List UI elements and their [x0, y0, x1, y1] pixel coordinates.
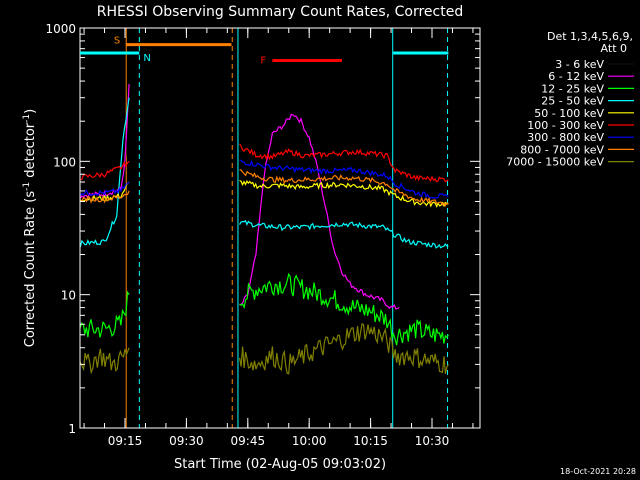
legend-label-9: 7000 - 15000 keV	[506, 156, 604, 169]
series-line-2-seg-1	[80, 83, 130, 199]
x-tick-label: 10:15	[353, 434, 388, 448]
series-line-5-seg-2	[239, 179, 449, 208]
state-bar-label-s: S	[114, 36, 120, 47]
y-tick-label: 1	[68, 422, 76, 436]
y-axis: 1 10 100 1000	[45, 22, 480, 436]
x-axis-label: Start Time (02-Aug-05 09:03:02)	[174, 457, 386, 472]
chart-title: RHESSI Observing Summary Count Rates, Co…	[97, 4, 463, 20]
plot-area	[80, 28, 449, 428]
y-tick-label: 100	[53, 155, 76, 169]
legend-header-line2: Att 0	[601, 42, 627, 55]
legend-label-7: 300 - 800 keV	[527, 131, 604, 144]
series-line-1-seg-1	[80, 97, 130, 200]
x-tick-label: 09:30	[169, 434, 204, 448]
series-line-3-seg-1	[80, 290, 130, 338]
state-bar-label-f: F	[260, 56, 266, 67]
legend-label-5: 50 - 100 keV	[534, 107, 604, 120]
series-line-9-seg-2	[239, 323, 449, 375]
series-line-9-seg-1	[80, 347, 130, 375]
x-tick-label: 09:45	[231, 434, 266, 448]
series-line-1-seg-2	[239, 133, 392, 357]
series-line-3-seg-2	[239, 272, 449, 346]
series-line-6-seg-1	[80, 160, 130, 181]
series-line-6-seg-2	[239, 143, 449, 183]
legend-label-6: 100 - 300 keV	[527, 119, 604, 132]
series-line-4-seg-2	[239, 219, 449, 249]
legend-label-8: 800 - 7000 keV	[520, 143, 604, 156]
x-axis: 09:15 09:30 09:45 10:00 10:15 10:30	[83, 28, 474, 448]
x-tick-label: 09:15	[108, 434, 143, 448]
legend-header-line1: Det 1,3,4,5,6,9,	[547, 30, 633, 43]
series-line-8-seg-2	[239, 169, 449, 207]
x-tick-label: 10:30	[415, 434, 450, 448]
legend-label-1: 3 - 6 keV	[555, 58, 604, 71]
legend-label-2: 6 - 12 keV	[548, 70, 604, 83]
legend-label-4: 25 - 50 keV	[541, 95, 604, 108]
timestamp: 18-Oct-2021 20:28	[560, 467, 636, 476]
state-bar-label-n: N	[143, 53, 150, 64]
x-tick-label: 10:00	[292, 434, 327, 448]
y-tick-label: 1000	[45, 22, 76, 36]
plot-frame	[79, 27, 481, 429]
legend-label-3: 12 - 25 keV	[541, 82, 604, 95]
series-line-4-seg-1	[80, 97, 130, 248]
series-line-2-seg-2	[239, 113, 400, 310]
y-axis-label: Corrected Count Rate (s-1 detector-1)	[22, 109, 38, 347]
series-line-7-seg-1	[80, 181, 130, 197]
y-tick-label: 10	[61, 289, 76, 303]
series-line-7-seg-2	[239, 159, 449, 199]
series-line-8-seg-1	[80, 190, 130, 204]
